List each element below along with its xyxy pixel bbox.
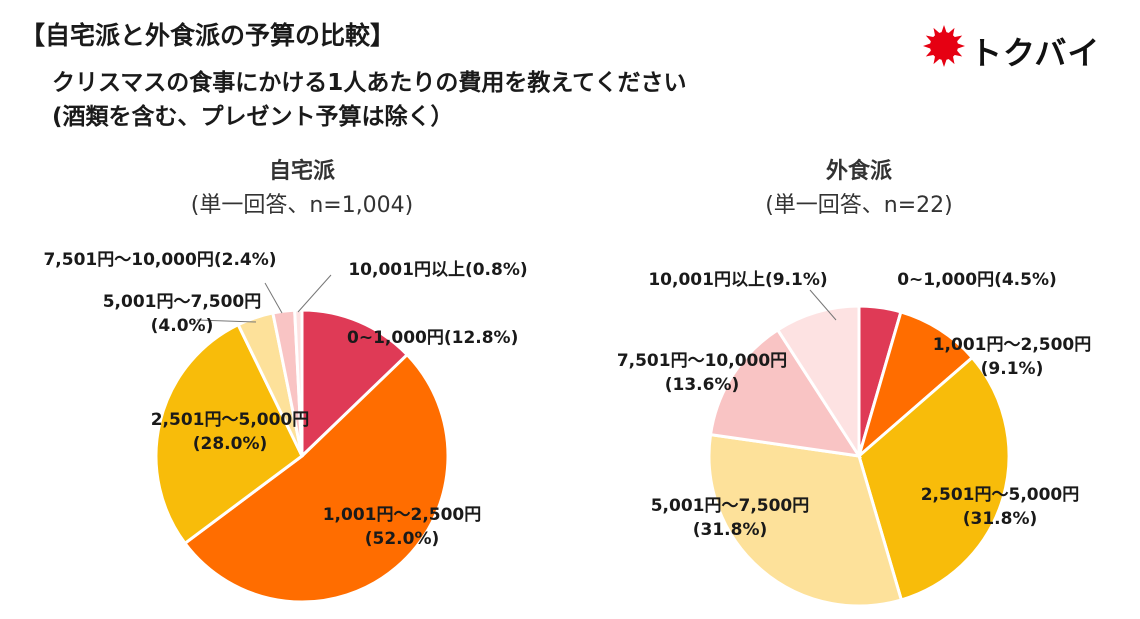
pie-slice [300,308,410,460]
question-line-1: クリスマスの食事にかける1人あたりの費用を教えてください [52,70,687,96]
leader-line [196,319,257,323]
page-title: 【自宅派と外食派の予算の比較】 [20,21,396,50]
chart-subtitle: (単一回答、n=1,004) [191,193,414,218]
pie-slice [775,304,861,462]
slice-label: 0~1,000円(12.8%) [347,328,518,348]
leader-line [297,274,332,313]
question-text: クリスマスの食事にかける1人あたりの費用を教えてください (酒類を含む、プレゼン… [52,66,686,134]
pie-slice [708,327,863,458]
header: 【自宅派と外食派の予算の比較】 クリスマスの食事にかける1人あたりの費用を教えて… [0,0,1140,140]
slice-label: 5,001円～7,500円(4.0%) [103,292,262,336]
slice-label: 10,001円以上(9.1%) [648,270,827,290]
slice-label: 5,001円～7,500円(31.8%) [651,496,810,540]
pie-slice [707,432,904,608]
leader-line [809,289,837,321]
slice-label: 0~1,000円(4.5%) [897,270,1057,290]
slice-label: 2,501円～5,000円(28.0%) [151,410,310,454]
pie-slice [857,355,1011,602]
chart-title: 自宅派 [269,158,335,184]
leader-line [264,282,283,314]
logo-text: トクバイ [970,34,1101,72]
pie-chart-1: 自宅派 (単一回答、n=1,004) 0~1,000円(12.8%) 1,001円～2… [43,158,528,604]
slice-label: 1,001円～2,500円(9.1%) [933,335,1092,379]
slice-label: 2,501円～5,000円(31.8%) [921,485,1080,529]
slice-label: 10,001円以上(0.8%) [348,260,527,280]
pie-slice [154,322,304,546]
slice-label: 7,501円～10,000円(2.4%) [43,250,276,270]
slice-label: 1,001円～2,500円(52.0%) [323,505,482,549]
sun-logo-icon [923,25,965,67]
pie-slice [856,310,975,461]
pie-chart-2: 外食派 (単一回答、n=22) 0~1,000円(4.5%) 1,001円～2,500… [617,158,1092,608]
question-line-2: (酒類を含む、プレゼント予算は除く） [52,104,454,130]
chart-title: 外食派 [826,158,892,184]
pie-slice [293,308,304,457]
pie-slice [182,352,450,604]
tokubai-logo: トクバイ [922,24,1099,72]
slice-label: 7,501円～10,000円(13.6%) [617,351,787,395]
chart-subtitle: (単一回答、n=22) [765,193,953,218]
